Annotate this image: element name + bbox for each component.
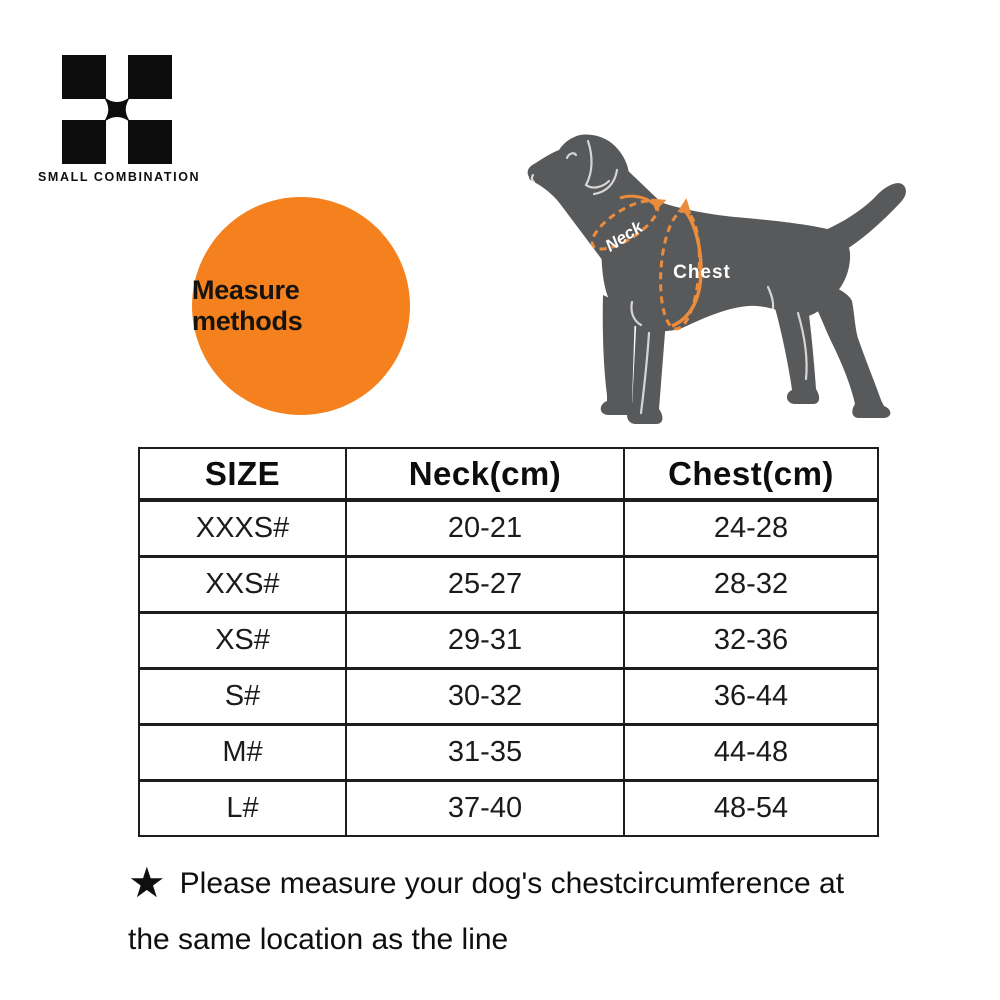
neck-cell: 31-35	[345, 723, 625, 782]
neck-measure-arc	[619, 194, 655, 206]
neck-cell: 20-21	[345, 498, 625, 558]
dog-detail-lines	[530, 139, 808, 415]
measure-note: ★ Please measure your dog's chestcircumfe…	[128, 856, 928, 968]
brand-logo: SMALL COMBINATION	[38, 51, 199, 184]
chest-cell: 32-36	[623, 611, 879, 670]
chest-cell: 28-32	[623, 555, 879, 614]
size-cell: XXXS#	[138, 498, 347, 558]
size-row-xxs: XXS# 25-27 28-32	[138, 555, 879, 614]
size-table-header-row: SIZE Neck(cm) Chest(cm)	[138, 447, 879, 502]
size-row-xs: XS# 29-31 32-36	[138, 611, 879, 670]
size-table-header-size: SIZE	[138, 447, 347, 502]
chest-cell: 36-44	[623, 667, 879, 726]
neck-arrow-icon	[651, 198, 667, 211]
chest-cell: 48-54	[623, 779, 879, 837]
measure-note-text-1: Please measure your dog's chestcircumfer…	[179, 867, 845, 900]
size-cell: L#	[138, 779, 347, 837]
size-table: SIZE Neck(cm) Chest(cm) XXXS# 20-21 24-2…	[138, 447, 879, 837]
measure-methods-label: Measure methods	[192, 275, 303, 336]
brand-logo-icon	[62, 55, 172, 164]
size-table-header-chest: Chest(cm)	[623, 447, 879, 502]
neck-cell: 30-32	[345, 667, 625, 726]
size-row-s: S# 30-32 36-44	[138, 667, 879, 726]
size-row-xxxs: XXXS# 20-21 24-28	[138, 498, 879, 558]
chest-measure-arc	[671, 210, 703, 328]
measure-note-line-1: ★ Please measure your dog's chestcircumfe…	[128, 856, 928, 912]
measure-methods-badge: Measure methods	[192, 197, 410, 415]
measure-note-line-2: the same location as the line	[128, 923, 509, 956]
brand-name: SMALL COMBINATION	[38, 170, 201, 184]
size-row-m: M# 31-35 44-48	[138, 723, 879, 782]
neck-cell: 37-40	[345, 779, 625, 837]
size-cell: XXS#	[138, 555, 347, 614]
dog-measurement-diagram: Neck Chest	[520, 125, 920, 435]
size-table-header-neck: Neck(cm)	[345, 447, 625, 502]
size-cell: XS#	[138, 611, 347, 670]
chest-measure-label: Chest	[673, 262, 731, 283]
chest-cell: 24-28	[623, 498, 879, 558]
size-cell: M#	[138, 723, 347, 782]
chest-cell: 44-48	[623, 723, 879, 782]
neck-cell: 25-27	[345, 555, 625, 614]
dog-silhouette-figure: Neck Chest	[527, 134, 906, 424]
chest-arrow-icon	[677, 198, 692, 214]
size-cell: S#	[138, 667, 347, 726]
star-icon: ★	[128, 859, 166, 906]
size-row-l: L# 37-40 48-54	[138, 779, 879, 837]
dog-silhouette	[527, 134, 906, 424]
neck-cell: 29-31	[345, 611, 625, 670]
